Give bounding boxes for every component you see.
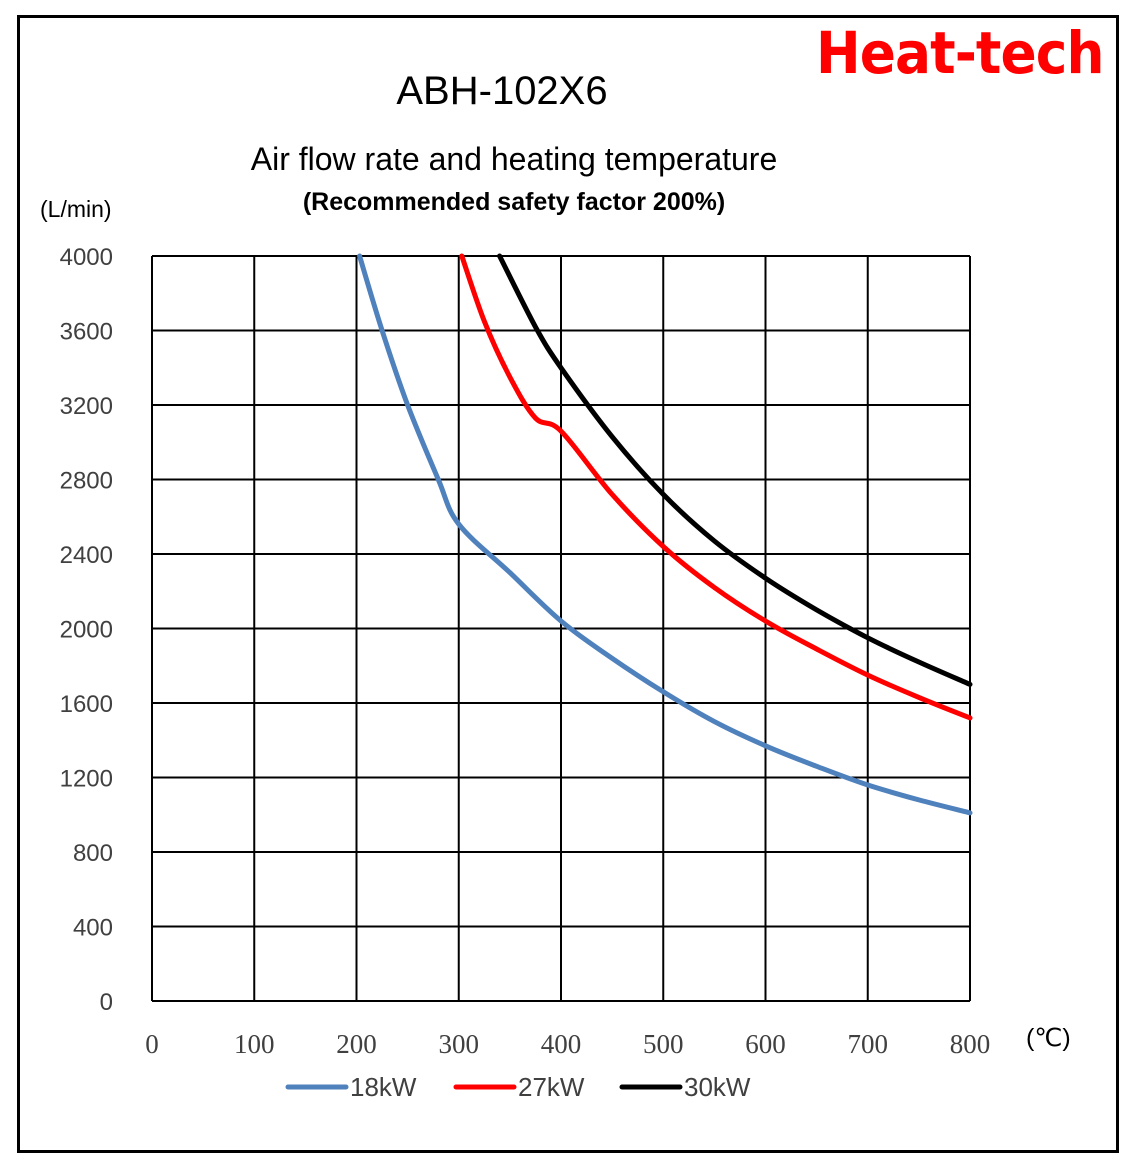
grid <box>151 255 971 1002</box>
y-tick-label-6: 2400 <box>60 542 113 569</box>
chart-note: (Recommended safety factor 200%) <box>303 188 725 216</box>
brand-logo: Heat-tech <box>816 19 1104 87</box>
x-tick-label-5: 500 <box>643 1029 684 1059</box>
legend-label-18kW: 18kW <box>350 1072 417 1102</box>
legend-label-27kW: 27kW <box>518 1072 585 1102</box>
chart-subtitle: Air flow rate and heating temperature <box>251 141 778 177</box>
x-tick-label-6: 600 <box>745 1029 786 1059</box>
y-tick-label-7: 2800 <box>60 468 113 495</box>
y-tick-label-0: 0 <box>100 989 113 1016</box>
legend-label-30kW: 30kW <box>684 1072 751 1102</box>
x-ticks: 0 100 200 300 400 500 600 700 800 <box>145 1029 990 1059</box>
x-axis-label: (℃) <box>1026 1024 1071 1052</box>
y-tick-label-3: 1200 <box>60 766 113 793</box>
chart-title: ABH-102X6 <box>396 69 607 113</box>
legend: 18kW 27kW 30kW <box>285 1072 751 1102</box>
x-tick-label-3: 300 <box>439 1029 480 1059</box>
y-axis-label: (L/min) <box>40 196 112 222</box>
series-line-27kW <box>459 253 973 721</box>
x-tick-label-0: 0 <box>145 1029 159 1059</box>
y-ticks: 0 400 800 1200 1600 2000 2400 2800 3200 3600 4000 <box>60 244 113 1016</box>
y-tick-label-1: 400 <box>73 915 113 942</box>
x-tick-label-1: 100 <box>234 1029 275 1059</box>
series-line-30kW <box>497 253 973 687</box>
chart-frame <box>17 15 1119 1153</box>
x-tick-label-2: 200 <box>336 1029 377 1059</box>
x-tick-label-8: 800 <box>950 1029 991 1059</box>
y-tick-label-4: 1600 <box>60 691 113 718</box>
y-tick-label-2: 800 <box>73 840 113 867</box>
y-tick-label-5: 2000 <box>60 617 113 644</box>
y-tick-label-9: 3600 <box>60 319 113 346</box>
y-tick-label-8: 3200 <box>60 393 113 420</box>
series <box>357 253 973 816</box>
y-tick-label-10: 4000 <box>60 244 113 271</box>
x-tick-label-7: 700 <box>848 1029 889 1059</box>
x-tick-label-4: 400 <box>541 1029 582 1059</box>
series-line-18kW <box>357 253 973 816</box>
